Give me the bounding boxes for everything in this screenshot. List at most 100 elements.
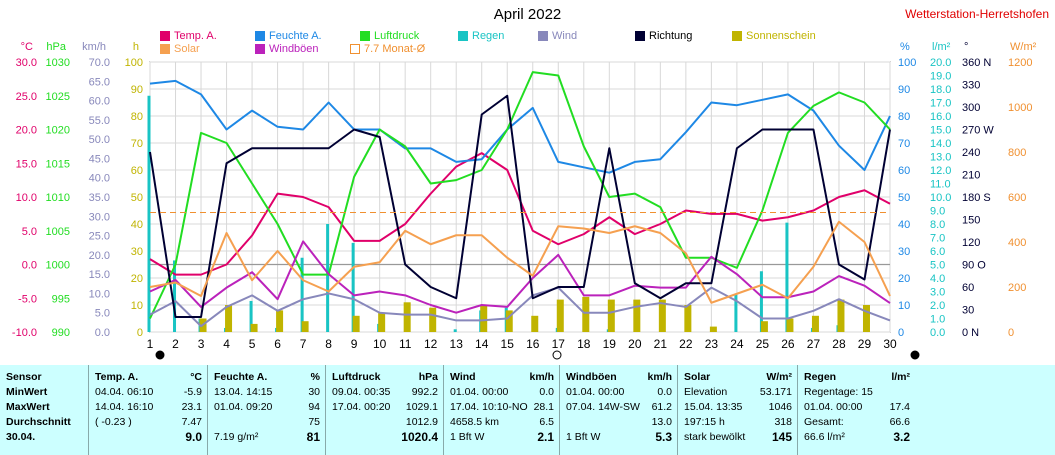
legend-item: Richtung (635, 30, 692, 42)
stats-column: Luftdruck hPa 09.04. 00:35 992.2 17.04. 00:2… (325, 365, 444, 455)
axis-tick-dir: 90 O (962, 260, 986, 272)
axis-tick-rain: 1.0 (930, 314, 945, 326)
axis-tick-dir: 240 (962, 147, 980, 159)
stats-col-title: Feuchte A. (214, 371, 268, 383)
stats-col-unit: l/m² (891, 371, 910, 383)
x-tick-label: 24 (730, 337, 744, 351)
stats-column: Windböen km/h 01.04. 00:00 0.0 07.04. 14W-SW… (559, 365, 678, 455)
stats-col-unit: hPa (418, 371, 438, 383)
legend-label: Solar (174, 43, 200, 55)
bar-sonnenschein (811, 315, 819, 332)
axis-tick-sun: 60 (131, 165, 143, 177)
stats-cell-label: 7.19 g/m² (214, 431, 259, 443)
axis-tick-dir: 330 (962, 80, 980, 92)
axis-tick-sun: 80 (131, 111, 143, 123)
axis-tick-press: 1000 (46, 260, 70, 272)
series-line-feuchtea (149, 79, 891, 174)
bar-regen (453, 329, 457, 332)
legend-label: Feuchte A. (269, 30, 322, 42)
axis-tick-hum: 60 (898, 165, 910, 177)
x-tick-label: 29 (858, 337, 872, 351)
axis-tick-dir: 270 W (962, 125, 994, 137)
axis-tick-press: 1025 (46, 91, 70, 103)
axis-label-solar: W/m² (1010, 41, 1037, 53)
stats-col-title: Windböen (566, 371, 617, 383)
axis-tick-wind: 55.0 (89, 115, 110, 127)
stats-cell-value: 23.1 (181, 401, 202, 413)
bar-sonnenschein (250, 323, 258, 332)
x-tick-label: 8 (325, 337, 332, 351)
stats-cell-value: 94 (308, 401, 320, 413)
axis-tick-wind: 65.0 (89, 76, 110, 88)
axis-tick-sun: 90 (131, 84, 143, 96)
legend-swatch (160, 31, 170, 41)
x-tick-label: 26 (781, 337, 795, 351)
axis-tick-temp: 5.0 (22, 226, 37, 238)
bar-sonnenschein (225, 305, 233, 332)
axis-tick-rain: 9.0 (930, 206, 945, 218)
bar-regen (147, 95, 151, 332)
stats-col-title: Luftdruck (332, 371, 381, 383)
stats-cell-value: 1046 (768, 401, 792, 413)
bar-sonnenschein (429, 307, 437, 332)
x-tick-label: 7 (300, 337, 307, 351)
x-tick-label: 4 (223, 337, 230, 351)
legend-item: Temp. A. (160, 30, 217, 42)
bar-sonnenschein (684, 305, 692, 332)
axis-tick-dir: 60 (962, 282, 974, 294)
legend-item: Wind (538, 30, 577, 42)
bar-regen (173, 260, 177, 332)
stats-cell-value: 28.1 (533, 401, 554, 413)
stats-cell-value: 81 (306, 430, 320, 444)
axis-label-wind: km/h (82, 41, 106, 53)
axis-tick-wind: 70.0 (89, 57, 110, 69)
legend-swatch (255, 31, 265, 41)
axis-tick-rain: 17.0 (930, 98, 951, 110)
x-tick-label: 22 (679, 337, 693, 351)
stats-col-unit: km/h (647, 371, 672, 383)
stats-cell-value: 1029.1 (405, 401, 438, 413)
axis-tick-solar: 1200 (1008, 57, 1032, 69)
axis-tick-rain: 0.0 (930, 327, 945, 339)
axis-tick-hum: 0 (898, 327, 904, 339)
x-tick-label: 5 (249, 337, 256, 351)
stats-col-title: Solar (684, 371, 711, 383)
axis-tick-rain: 4.0 (930, 273, 945, 285)
bar-regen (249, 300, 253, 332)
legend-item: Windböen (255, 43, 319, 55)
axis-tick-temp: -5.0 (18, 293, 37, 305)
axis-tick-dir: 180 S (962, 192, 991, 204)
legend-label: Wind (552, 30, 578, 42)
stats-cell-label: 66.6 l/m² (804, 431, 845, 443)
bar-sonnenschein (760, 321, 768, 332)
axis-tick-wind: 20.0 (89, 250, 110, 262)
stats-cell-label: 17.04. 00:20 (332, 401, 391, 413)
period-marker (910, 350, 920, 360)
stats-cell-value: 30 (308, 386, 320, 398)
stats-cell-value: 1012.9 (405, 416, 438, 428)
stats-col-title: Regen (804, 371, 837, 383)
stats-cell-value: 17.4 (889, 401, 910, 413)
stats-col-title: Temp. A. (95, 371, 139, 383)
axis-tick-temp: 0.0 (22, 260, 37, 272)
legend-label: Regen (472, 30, 505, 42)
stats-cell-label: 01.04. 00:00 (804, 401, 863, 413)
chart-title: April 2022 (493, 6, 562, 23)
series-line-windben (149, 240, 891, 314)
axis-tick-sun: 0 (137, 327, 143, 339)
stats-row-label: Sensor (6, 371, 42, 383)
stats-cell-value: 318 (774, 416, 792, 428)
legend-item: Sonnenschein (732, 30, 816, 42)
legend-label: Windböen (269, 43, 319, 55)
x-tick-label: 3 (198, 337, 205, 351)
bar-sonnenschein (658, 299, 666, 332)
axis-tick-solar: 0 (1008, 327, 1014, 339)
axis-tick-hum: 40 (898, 219, 910, 231)
stats-cell-value: 5.3 (655, 430, 672, 444)
bar-sonnenschein (403, 302, 411, 332)
bar-sonnenschein (480, 305, 488, 332)
axis-tick-dir: 30 (962, 305, 974, 317)
legend-swatch (635, 31, 645, 41)
axis-tick-hum: 90 (898, 84, 910, 96)
legend-label: Temp. A. (174, 30, 217, 42)
